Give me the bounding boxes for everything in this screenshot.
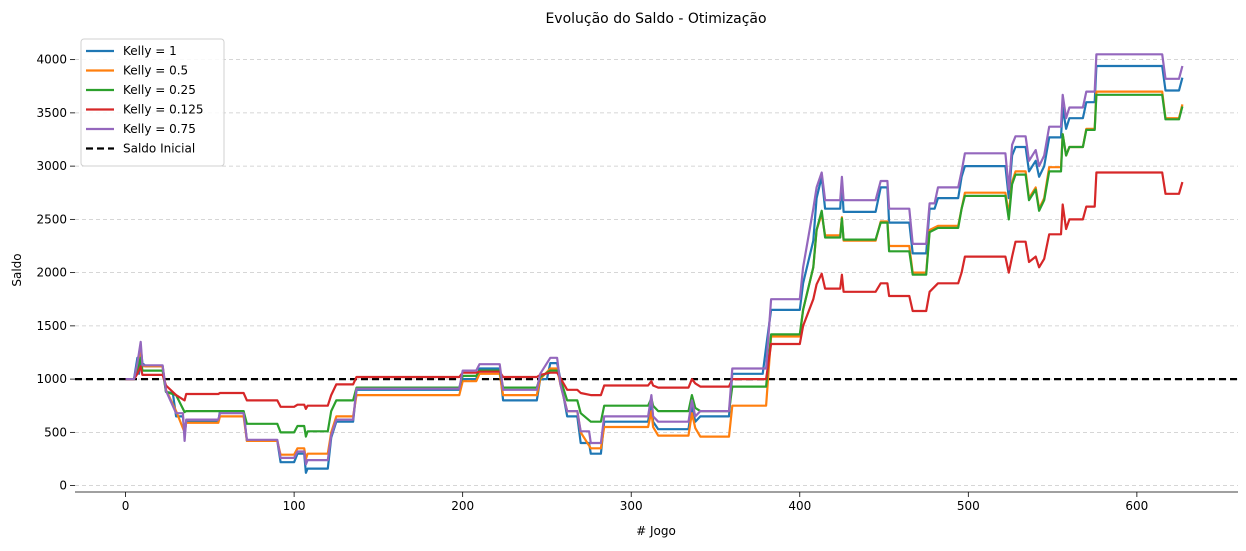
x-tick-label: 400 xyxy=(788,499,811,513)
series-lines xyxy=(125,53,1184,474)
x-tick-label: 500 xyxy=(957,499,980,513)
axes: 0 500 1000 1500 2000 2500 3000 3500 4000 0 100 200 3… xyxy=(36,53,1238,513)
x-axis-label: # Jogo xyxy=(636,524,676,538)
x-tick-label: 300 xyxy=(620,499,643,513)
x-tick-label: 100 xyxy=(283,499,306,513)
legend: Kelly = 1 Kelly = 0.5 Kelly = 0.25 Kelly = … xyxy=(80,38,225,167)
y-tick-label: 1500 xyxy=(36,319,67,333)
legend-box xyxy=(80,38,225,167)
y-tick-label: 3500 xyxy=(36,106,67,120)
series-line xyxy=(125,171,1184,410)
legend-label: Kelly = 0.75 xyxy=(123,122,196,136)
y-tick-label: 2500 xyxy=(36,212,67,226)
chart-title: Evolução do Saldo - Otimização xyxy=(545,11,766,27)
y-tick-label: 500 xyxy=(44,425,67,439)
legend-label: Kelly = 1 xyxy=(123,44,177,58)
grid-lines xyxy=(75,59,1238,487)
legend-label: Kelly = 0.25 xyxy=(123,83,196,97)
y-axis-label: Saldo xyxy=(10,253,24,286)
series-line xyxy=(125,64,1184,474)
y-tick-label: 1000 xyxy=(36,372,67,386)
y-tick-label: 3000 xyxy=(36,159,67,173)
y-tick-label: 2000 xyxy=(36,266,67,280)
x-tick-label: 600 xyxy=(1125,499,1148,513)
y-tick-label: 0 xyxy=(59,479,67,493)
x-tick-label: 0 xyxy=(122,499,130,513)
y-tick-label: 4000 xyxy=(36,53,67,67)
legend-label: Kelly = 0.5 xyxy=(123,64,188,78)
x-tick-label: 200 xyxy=(451,499,474,513)
series-line xyxy=(125,93,1184,438)
series-line xyxy=(125,53,1184,466)
legend-label: Kelly = 0.125 xyxy=(123,103,203,117)
legend-label: Saldo Inicial xyxy=(123,142,195,156)
